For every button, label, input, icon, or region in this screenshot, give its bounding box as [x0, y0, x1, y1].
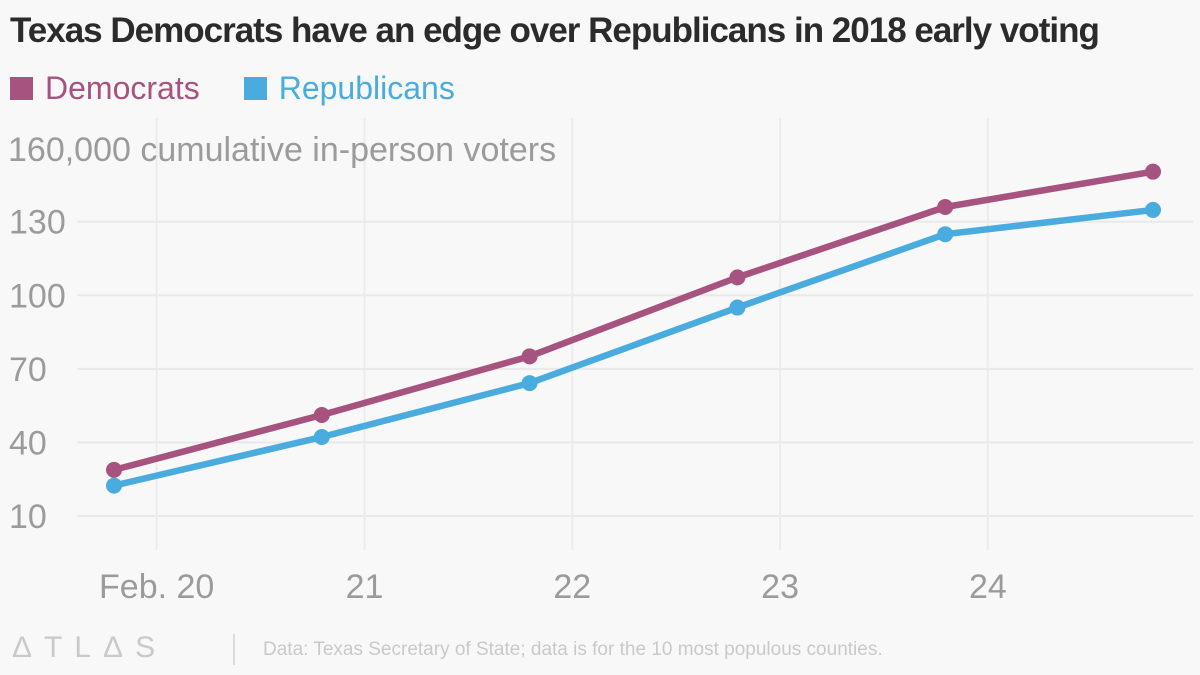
- x-tick-label: 21: [346, 568, 384, 606]
- legend-label-republicans: Republicans: [278, 70, 455, 106]
- data-point-democrats: [937, 198, 954, 215]
- legend: Democrats Republicans: [10, 72, 455, 104]
- x-tick-label: 23: [761, 568, 799, 606]
- legend-label-democrats: Democrats: [45, 70, 200, 106]
- y-axis-unit-label: 160,000 cumulative in-person voters: [8, 131, 557, 169]
- legend-item-democrats: Democrats: [10, 72, 200, 104]
- series-line-republicans: [110, 206, 1157, 489]
- x-tick-label: Feb. 20: [99, 568, 214, 606]
- footer-divider: [233, 634, 235, 665]
- data-point-republicans: [937, 226, 954, 243]
- data-point-democrats: [729, 269, 746, 286]
- y-tick-label: 130: [9, 204, 66, 242]
- data-point-democrats: [313, 406, 330, 423]
- source-note: Data: Texas Secretary of State; data is …: [263, 639, 883, 660]
- data-point-republicans: [521, 375, 538, 392]
- series-line-democrats: [110, 168, 1157, 474]
- data-point-republicans: [106, 477, 122, 494]
- democrats-swatch-icon: [10, 76, 33, 100]
- data-point-republicans: [1145, 201, 1161, 218]
- data-point-republicans: [313, 429, 330, 446]
- data-point-democrats: [106, 461, 122, 478]
- y-tick-label: 40: [9, 424, 47, 462]
- y-tick-label: 100: [9, 277, 66, 315]
- republicans-swatch-icon: [243, 76, 267, 100]
- y-tick-label: 70: [9, 351, 47, 389]
- x-tick-label: 24: [969, 568, 1007, 606]
- data-point-democrats: [521, 348, 538, 365]
- legend-item-republicans: Republicans: [243, 70, 455, 106]
- y-tick-label: 10: [9, 498, 47, 536]
- atlas-logo: ΔTLΔS: [12, 631, 168, 664]
- footer: ΔTLΔS Data: Texas Secretary of State; da…: [0, 629, 1200, 675]
- data-point-republicans: [729, 299, 746, 316]
- data-point-democrats: [1145, 163, 1161, 180]
- chart-title: Texas Democrats have an edge over Republ…: [10, 11, 1100, 50]
- x-tick-label: 22: [553, 568, 591, 606]
